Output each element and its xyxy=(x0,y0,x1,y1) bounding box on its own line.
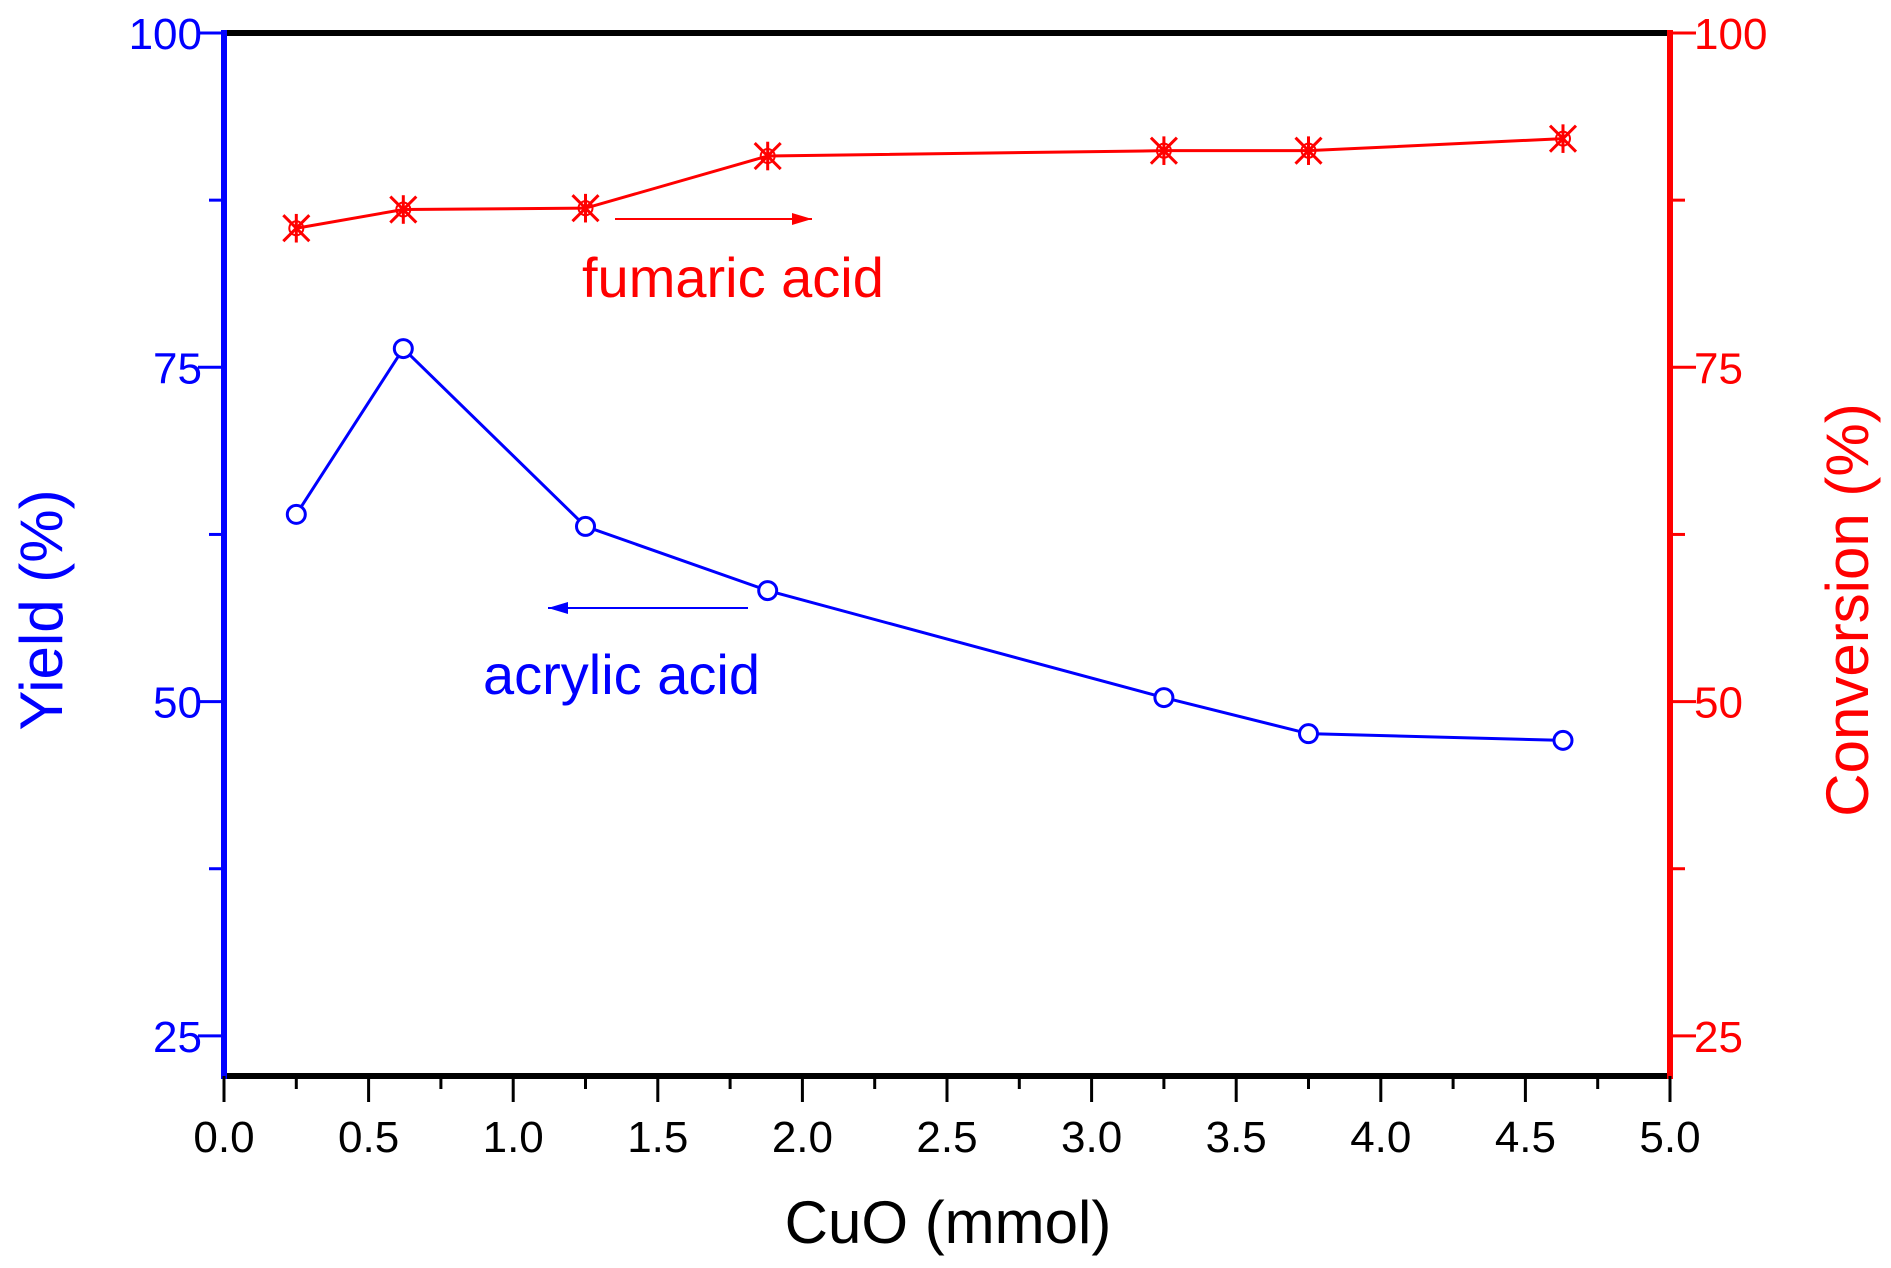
x-tick-label: 1.5 xyxy=(627,1113,688,1162)
data-point-acrylic-acid xyxy=(757,580,779,602)
x-tick-label: 5.0 xyxy=(1639,1113,1700,1162)
series-line-fumaric-acid xyxy=(296,137,1564,230)
data-point-acrylic-acid xyxy=(285,503,307,525)
axes-layer: 0.0 0.5 1.0 1.5 2.0 2.5 3.0 3.5 4.0 4.5 5.0 100 75 50… xyxy=(129,10,1768,1162)
data-point-acrylic-acid xyxy=(1153,687,1175,709)
y-axis-left-title: Yield (%) xyxy=(8,489,75,730)
x-tick-label: 4.0 xyxy=(1350,1113,1411,1162)
arrow-fumaric-acid-head xyxy=(792,213,812,225)
data-point-fumaric-acid xyxy=(389,195,418,224)
y-right-tick-label: 25 xyxy=(1694,1013,1743,1062)
y-left-tick-label: 25 xyxy=(153,1013,202,1062)
x-axis-title: CuO (mmol) xyxy=(785,1189,1112,1256)
annotation-acrylic-acid: acrylic acid xyxy=(483,643,760,706)
y-left-tick-label: 75 xyxy=(153,344,202,393)
data-point-acrylic-acid xyxy=(575,515,596,537)
data-point-acrylic-acid xyxy=(392,338,414,360)
y-right-tick-label: 75 xyxy=(1694,344,1743,393)
x-tick-label: 4.5 xyxy=(1495,1113,1556,1162)
x-tick-label: 3.0 xyxy=(1061,1113,1122,1162)
annotation-layer: fumaric acid acrylic acid xyxy=(483,213,884,706)
x-tick-label: 0.0 xyxy=(193,1113,254,1162)
data-point-fumaric-acid xyxy=(1294,136,1323,165)
y-left-tick-label: 100 xyxy=(129,10,202,59)
x-tick-label: 2.5 xyxy=(916,1113,977,1162)
x-tick-label: 2.0 xyxy=(772,1113,833,1162)
data-point-fumaric-acid xyxy=(571,193,600,223)
data-point-fumaric-acid xyxy=(753,141,782,171)
data-point-fumaric-acid xyxy=(1149,136,1178,165)
y-left-tick-label: 50 xyxy=(153,679,202,728)
y-right-tick-label: 50 xyxy=(1694,679,1743,728)
data-point-fumaric-acid xyxy=(282,213,311,243)
annotation-fumaric-acid: fumaric acid xyxy=(582,246,884,309)
x-tick-label: 0.5 xyxy=(338,1113,399,1162)
data-point-acrylic-acid xyxy=(1552,729,1574,751)
data-point-acrylic-acid xyxy=(1298,723,1319,745)
x-tick-label: 3.5 xyxy=(1206,1113,1267,1162)
y-axis-right-title: Conversion (%) xyxy=(1814,403,1881,816)
arrow-acrylic-acid-head xyxy=(548,602,568,614)
series-layer xyxy=(282,124,1578,751)
x-tick-label: 1.0 xyxy=(483,1113,544,1162)
y-right-tick-label: 100 xyxy=(1694,10,1767,59)
data-point-fumaric-acid xyxy=(1548,124,1578,153)
